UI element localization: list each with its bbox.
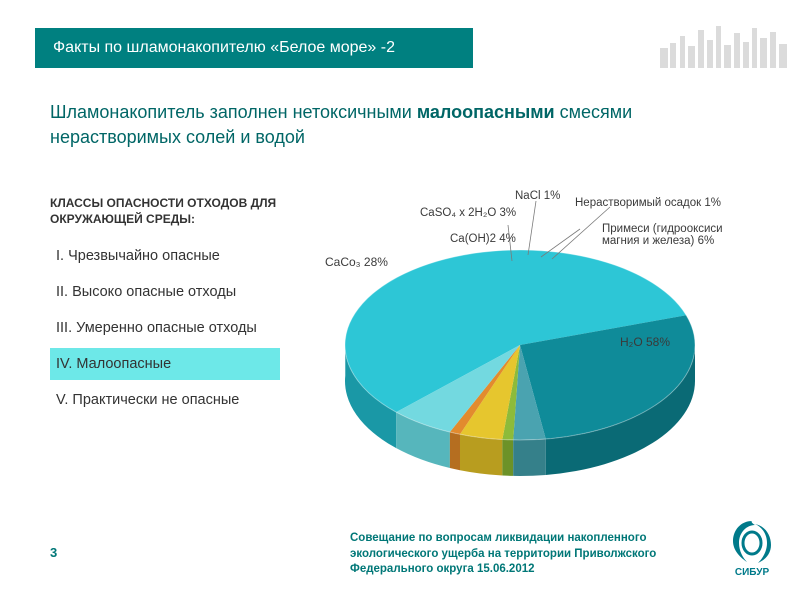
pie-label-impurities: Примеси (гидрооксиcимагния и железа) 6% (602, 223, 723, 247)
pie-label-NaCl: NaCl 1% (515, 190, 560, 202)
hazard-item-5: V. Практически не опасные (50, 384, 280, 416)
page-number: 3 (50, 545, 57, 560)
hazard-item-2: II. Высоко опасные отходы (50, 276, 280, 308)
pie-side (513, 439, 546, 476)
leader-line (528, 201, 536, 255)
slide-title-bar: Факты по шламонакопителю «Белое море» -2 (35, 28, 473, 68)
pie-side (450, 432, 460, 470)
composition-pie-chart: H₂O 58%CaCo₃ 28%CaSO₄ x 2H₂O 3%NaCl 1%Ca… (330, 185, 770, 485)
hazard-item-1: I. Чрезвычайно опасные (50, 240, 280, 272)
subtitle: Шламонакопитель заполнен нетоксичными ма… (50, 100, 690, 150)
pie-label-H2O: H₂O 58% (620, 335, 670, 349)
pie-label-CaSO4: CaSO₄ x 2H₂O 3% (420, 207, 516, 219)
pie-label-insoluble: Нерастворимый осадок 1% (575, 197, 721, 209)
pie-side (502, 440, 513, 476)
pie-label-CaOH2: Ca(OH)2 4% (450, 233, 516, 245)
hazard-item-4: IV. Малоопасные (50, 348, 280, 380)
brand-name: СИБУР (735, 567, 770, 578)
footer-text: Совещание по вопросам ликвидации накопле… (350, 531, 710, 578)
hazard-list-heading: КЛАССЫ ОПАСНОСТИ ОТХОДОВ ДЛЯ ОКРУЖАЮЩЕЙ … (50, 195, 280, 227)
hazard-item-3: III. Умеренно опасные отходы (50, 312, 280, 344)
hazard-list: I. Чрезвычайно опасные II. Высоко опасные… (50, 240, 280, 420)
brand-logo: СИБУР (725, 518, 780, 578)
pie-label-CaCO3: CaCo₃ 28% (325, 255, 388, 269)
subtitle-pre: Шламонакопитель заполнен нетоксичными (50, 102, 417, 122)
subtitle-bold: малоопасными (417, 102, 555, 122)
pie-side (460, 434, 502, 475)
skyline-graphic (660, 18, 790, 68)
slide-title: Факты по шламонакопителю «Белое море» -2 (53, 39, 395, 57)
